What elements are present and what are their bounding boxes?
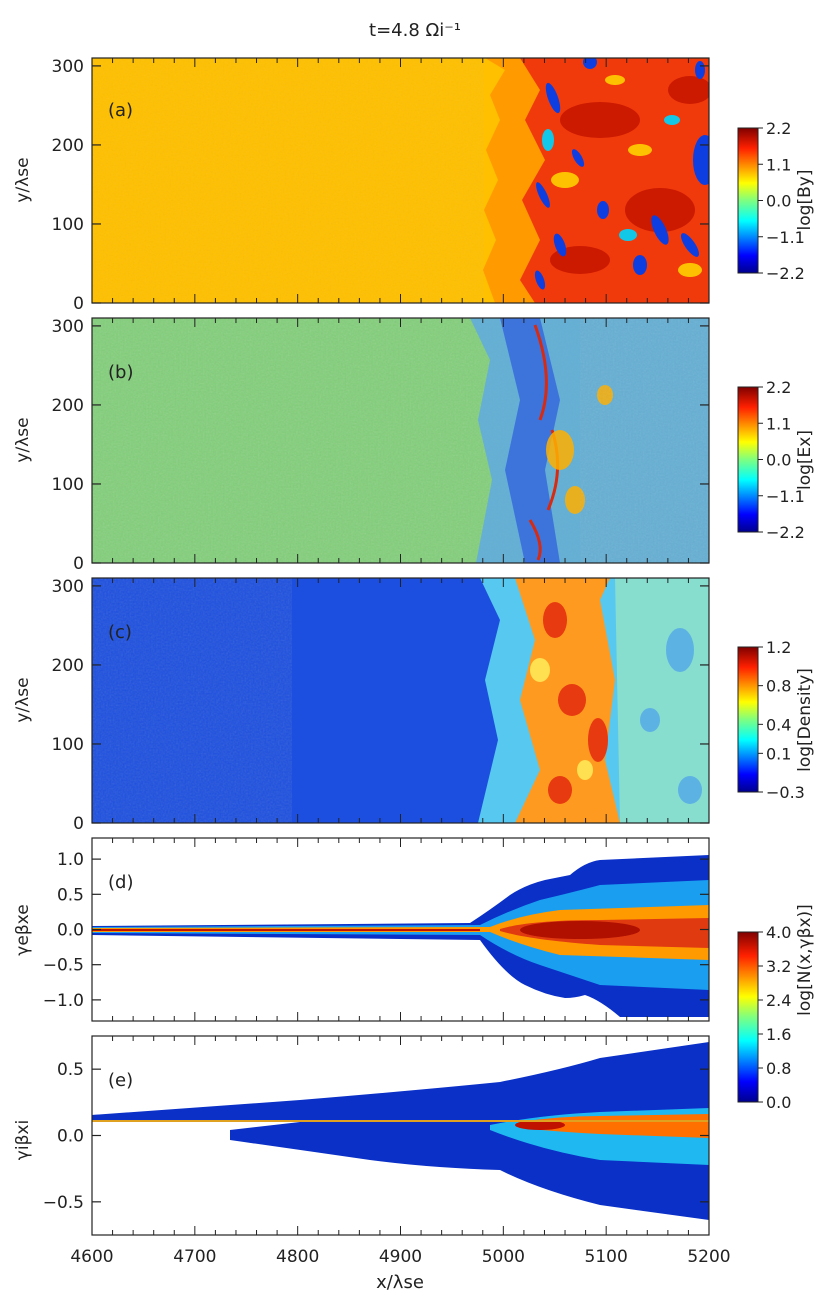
ytick-label: 300 (52, 577, 84, 597)
panel-d: (d) γeβxe −1.0 −0.5 0.0 0.5 1.0 4.0 3.2 2.4 1.6… (13, 837, 815, 1112)
panel-a-label: (a) (108, 100, 133, 121)
colorbar-tick-label: −1.1 (766, 228, 805, 247)
xtick-label: 4600 (70, 1247, 113, 1267)
colorbar-tick-label: −0.3 (766, 783, 805, 802)
panel-d-yticks: −1.0 −0.5 0.0 0.5 1.0 (43, 838, 710, 1021)
xtick-label: 5200 (687, 1247, 730, 1267)
ytick-label: −0.5 (43, 1193, 84, 1213)
panel-c: (c) y/λse 0 100 200 300 1.2 0.8 0.4 0.1 −0.3 lo… (13, 577, 815, 834)
panel-b-colorbar-label: log[Ex] (795, 430, 815, 490)
ytick-label: 0.0 (57, 921, 84, 941)
colorbar-tick-label: −2.2 (766, 264, 805, 283)
ytick-label: 1.0 (57, 850, 84, 870)
xtick-label: 4900 (379, 1247, 422, 1267)
ytick-label: 200 (52, 396, 84, 416)
panel-a: (a) y/λse 0 100 200 300 2.2 1.1 0.0 −1.1 −2.2 l… (13, 57, 815, 314)
panel-c-yticks: 0 100 200 300 (52, 577, 710, 834)
colorbar-tick-label: 2.4 (766, 991, 791, 1010)
ytick-label: 100 (52, 215, 84, 235)
ytick-label: 100 (52, 735, 84, 755)
xtick-label: 4700 (173, 1247, 216, 1267)
colorbar-tick-label: 1.1 (766, 414, 791, 433)
panel-e-heatmap (92, 1036, 709, 1235)
colorbar-tick-label: 0.0 (766, 1093, 791, 1112)
panel-e-yticks: −0.5 0.0 0.5 (43, 1036, 710, 1235)
colorbar-tick-label: 0.4 (766, 715, 791, 734)
panel-e: (e) γiβxi −0.5 0.0 0.5 4600 4700 4800 4900 500… (13, 1035, 731, 1267)
xtick-label: 5100 (585, 1247, 628, 1267)
panel-b: (b) y/λse 0 100 200 300 2.2 1.1 0.0 −1.1 −2.2 l… (13, 317, 815, 574)
colorbar-tick-label: 0.0 (766, 451, 791, 470)
xtick-label: 4800 (276, 1247, 319, 1267)
panel-a-yticks: 0 100 200 300 (52, 57, 710, 314)
colorbar-tick-label: 0.0 (766, 192, 791, 211)
colorbar-tick-label: 0.1 (766, 744, 791, 763)
panel-d-label: (d) (108, 872, 133, 893)
ytick-label: −0.5 (43, 956, 84, 976)
colorbar-tick-label: 2.2 (766, 119, 791, 138)
xtick-label: 5000 (482, 1247, 525, 1267)
panel-e-ylabel: γiβxi (13, 1120, 33, 1160)
ytick-label: 300 (52, 317, 84, 337)
panel-c-colorbar: 1.2 0.8 0.4 0.1 −0.3 log[Density] (737, 638, 815, 802)
panel-d-colorbar-label: log[N(x,γβx)] (795, 904, 815, 1016)
ytick-label: 0.0 (57, 1127, 84, 1147)
panel-b-ylabel: y/λse (13, 417, 33, 462)
panel-d-ylabel: γeβxe (13, 904, 33, 955)
panel-b-colorbar: 2.2 1.1 0.0 −1.1 −2.2 log[Ex] (737, 378, 815, 542)
figure-title: t=4.8 Ωi⁻¹ (369, 20, 461, 41)
colorbar-tick-label: 4.0 (766, 923, 791, 942)
panel-c-ylabel: y/λse (13, 677, 33, 722)
colorbar-tick-label: 1.1 (766, 155, 791, 174)
colorbar-tick-label: 1.2 (766, 638, 791, 657)
panel-c-colorbar-label: log[Density] (795, 668, 815, 772)
panel-a-heatmap (92, 58, 709, 303)
panel-b-label: (b) (108, 362, 133, 383)
panel-a-colorbar: 2.2 1.1 0.0 −1.1 −2.2 log[By] (737, 119, 815, 283)
ytick-label: 0 (73, 554, 84, 574)
colorbar-tick-label: 3.2 (766, 957, 791, 976)
panel-a-ylabel: y/λse (13, 157, 33, 202)
panel-c-heatmap (92, 578, 709, 823)
ytick-label: 200 (52, 656, 84, 676)
panel-a-colorbar-label: log[By] (795, 170, 815, 231)
colorbar-tick-label: −2.2 (766, 523, 805, 542)
panel-b-yticks: 0 100 200 300 (52, 317, 710, 574)
panel-e-label: (e) (108, 1070, 133, 1091)
panel-b-heatmap (92, 318, 709, 563)
ytick-label: 200 (52, 136, 84, 156)
panel-e-xticks: 4600 4700 4800 4900 5000 5100 5200 (70, 1247, 730, 1267)
colorbar-tick-label: 0.8 (766, 1059, 791, 1078)
ytick-label: 0.5 (57, 1060, 84, 1080)
colorbar-tick-label: −1.1 (766, 487, 805, 506)
colorbar-tick-label: 0.8 (766, 677, 791, 696)
ytick-label: 0 (73, 294, 84, 314)
x-axis-label: x/λse (376, 1272, 424, 1293)
colorbar-tick-label: 1.6 (766, 1025, 791, 1044)
colorbar-tick-label: 2.2 (766, 378, 791, 397)
ytick-label: 0.5 (57, 885, 84, 905)
panel-d-heatmap (92, 838, 709, 1021)
ytick-label: 0 (73, 814, 84, 834)
ytick-label: −1.0 (43, 991, 84, 1011)
panel-d-colorbar: 4.0 3.2 2.4 1.6 0.8 0.0 log[N(x,γβx)] (737, 904, 815, 1112)
ytick-label: 100 (52, 475, 84, 495)
ytick-label: 300 (52, 57, 84, 77)
panel-c-label: (c) (108, 622, 132, 643)
